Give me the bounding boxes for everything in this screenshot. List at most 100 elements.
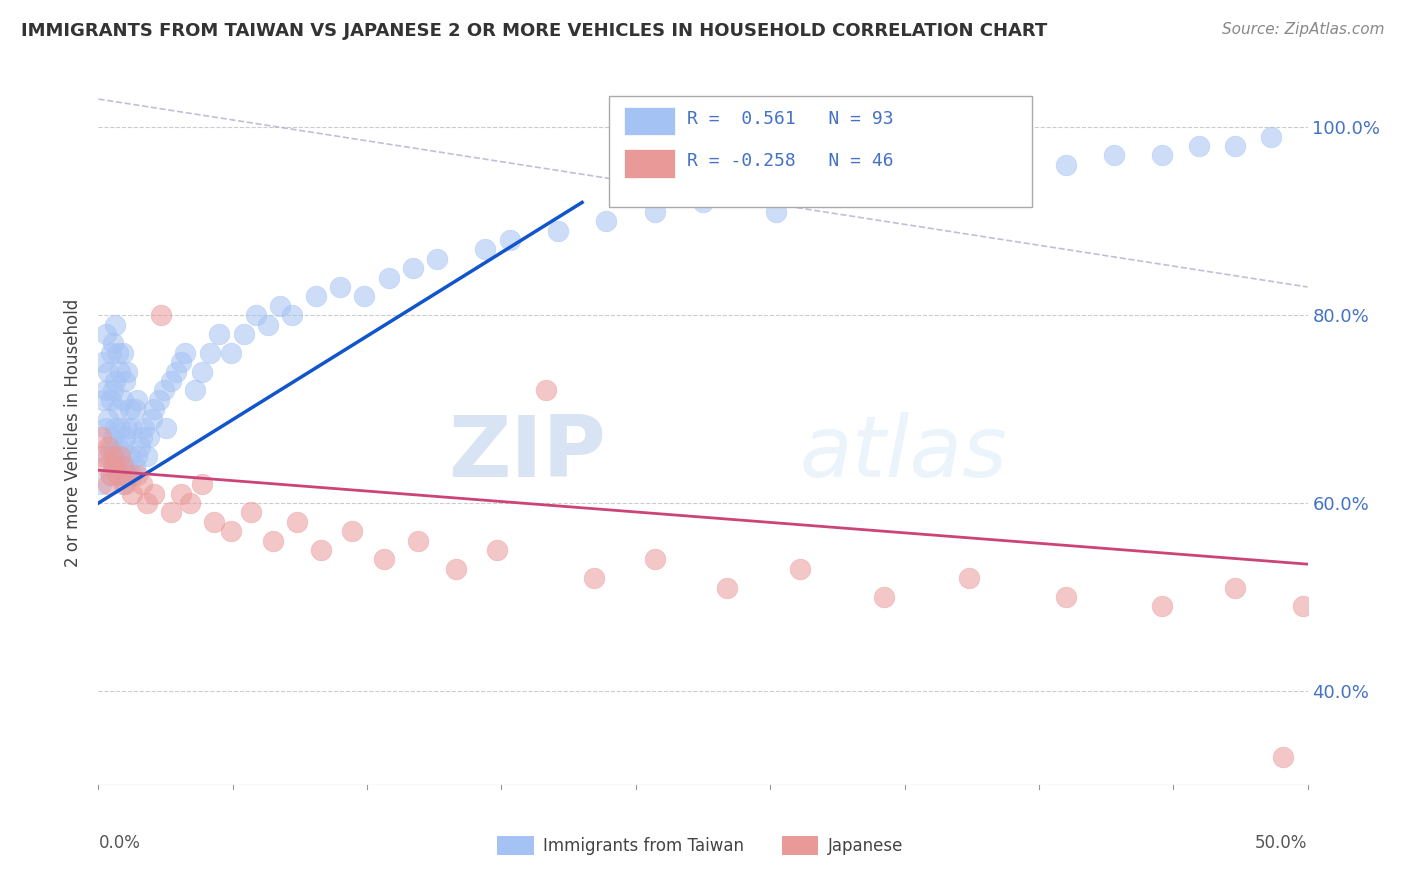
Point: [150, 308, 173, 322]
Point: [118, 402, 141, 417]
Point: [426, 252, 449, 266]
Point: [305, 289, 328, 303]
Point: [446, 562, 468, 576]
Point: [957, 571, 980, 585]
Point: [165, 365, 187, 379]
Point: [134, 421, 156, 435]
Point: [104, 449, 127, 463]
Point: [143, 486, 166, 500]
Point: [107, 440, 129, 454]
Point: [101, 458, 124, 473]
Point: [104, 318, 127, 332]
Point: [121, 467, 143, 482]
Point: [813, 186, 835, 200]
Point: [135, 496, 157, 510]
Point: [124, 402, 146, 417]
Point: [184, 384, 207, 398]
Point: [1223, 139, 1246, 153]
Point: [262, 533, 284, 548]
Point: [94, 421, 117, 435]
Point: [498, 233, 520, 247]
Point: [486, 543, 509, 558]
Point: [373, 552, 395, 566]
Point: [100, 345, 122, 359]
Point: [127, 392, 149, 407]
Point: [402, 261, 425, 276]
Point: [108, 449, 131, 463]
Point: [111, 392, 134, 407]
Point: [329, 280, 352, 294]
Point: [152, 384, 174, 398]
Point: [118, 449, 141, 463]
Point: [281, 308, 304, 322]
Point: [169, 355, 191, 369]
Point: [1054, 158, 1077, 172]
Point: [208, 326, 231, 341]
Point: [474, 243, 496, 257]
Point: [191, 477, 214, 491]
Text: IMMIGRANTS FROM TAIWAN VS JAPANESE 2 OR MORE VEHICLES IN HOUSEHOLD CORRELATION C: IMMIGRANTS FROM TAIWAN VS JAPANESE 2 OR …: [21, 22, 1047, 40]
Point: [127, 467, 149, 482]
Point: [108, 365, 131, 379]
Point: [285, 515, 308, 529]
Point: [406, 533, 429, 548]
Point: [1260, 129, 1282, 144]
Point: [94, 458, 117, 473]
Point: [127, 449, 149, 463]
Point: [121, 486, 143, 500]
Point: [342, 524, 364, 539]
Text: Source: ZipAtlas.com: Source: ZipAtlas.com: [1222, 22, 1385, 37]
Text: 50.0%: 50.0%: [1256, 834, 1308, 852]
Point: [232, 326, 254, 341]
Point: [765, 204, 787, 219]
Point: [100, 467, 122, 482]
Point: [100, 392, 122, 407]
Point: [117, 421, 139, 435]
Point: [100, 467, 122, 482]
Point: [547, 224, 569, 238]
Point: [111, 440, 134, 454]
FancyBboxPatch shape: [624, 149, 675, 178]
FancyBboxPatch shape: [624, 107, 675, 136]
Point: [91, 392, 114, 407]
Point: [155, 421, 177, 435]
Point: [114, 430, 136, 444]
Point: [97, 411, 120, 425]
Point: [644, 204, 666, 219]
Text: R = -0.258   N = 46: R = -0.258 N = 46: [688, 153, 894, 170]
Point: [174, 345, 197, 359]
Point: [353, 289, 375, 303]
FancyBboxPatch shape: [609, 95, 1032, 207]
Point: [221, 345, 243, 359]
Point: [108, 421, 131, 435]
Point: [377, 270, 399, 285]
Point: [692, 195, 714, 210]
Point: [104, 421, 127, 435]
Point: [104, 458, 127, 473]
Point: [135, 449, 157, 463]
Text: 0.0%: 0.0%: [98, 834, 141, 852]
Point: [107, 402, 129, 417]
Point: [179, 496, 201, 510]
Point: [583, 571, 606, 585]
Point: [221, 524, 243, 539]
Point: [131, 477, 153, 491]
Point: [94, 384, 117, 398]
Point: [789, 562, 811, 576]
Point: [138, 430, 160, 444]
Point: [101, 449, 124, 463]
Point: [101, 384, 124, 398]
Point: [114, 477, 136, 491]
Point: [101, 430, 124, 444]
Point: [111, 477, 134, 491]
Text: R =  0.561   N = 93: R = 0.561 N = 93: [688, 110, 894, 128]
Text: Japanese: Japanese: [828, 837, 903, 855]
Point: [94, 326, 117, 341]
Text: ZIP: ZIP: [449, 412, 606, 495]
Point: [204, 515, 226, 529]
Point: [1152, 599, 1174, 614]
Point: [934, 167, 956, 181]
Point: [873, 590, 896, 604]
Point: [143, 402, 166, 417]
Point: [107, 345, 129, 359]
